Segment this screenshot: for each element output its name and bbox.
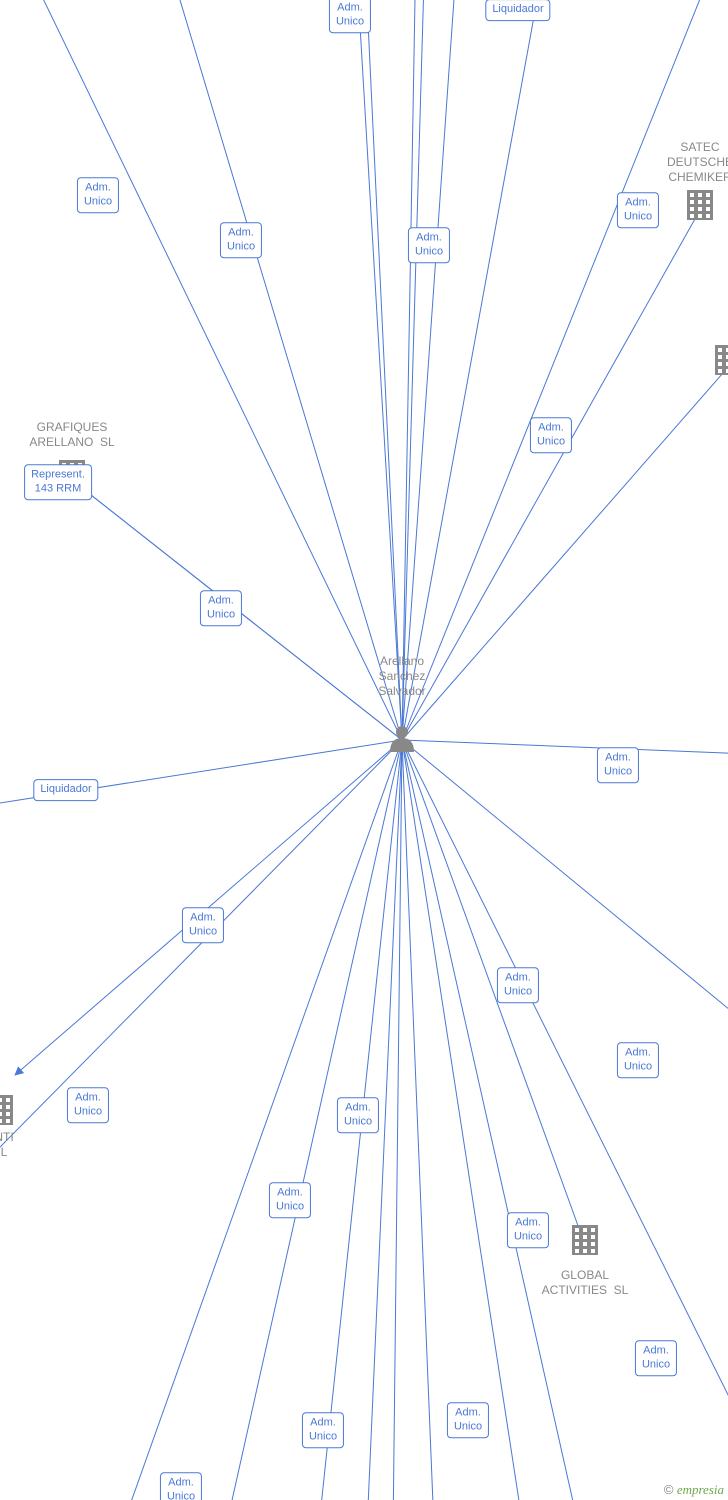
building-icon bbox=[687, 190, 713, 220]
edge bbox=[0, 740, 402, 1380]
edge bbox=[25, 740, 402, 1500]
edge bbox=[72, 480, 402, 740]
edge bbox=[402, 740, 728, 1150]
brand-name: empresia bbox=[677, 1482, 724, 1497]
edge bbox=[402, 740, 445, 1500]
edge bbox=[60, 0, 402, 740]
edge bbox=[402, 740, 728, 1500]
building-icon bbox=[0, 1095, 13, 1125]
edge bbox=[15, 740, 402, 1075]
edge bbox=[402, 740, 728, 760]
copyright-symbol: © bbox=[664, 1482, 674, 1497]
building-icon bbox=[715, 345, 728, 375]
edge bbox=[402, 0, 728, 740]
edge bbox=[0, 0, 402, 740]
edge bbox=[0, 740, 402, 850]
network-diagram: Adm. UnicoRepresent. 143 RRMAdm. UnicoAd… bbox=[0, 0, 728, 1500]
building-icon bbox=[59, 460, 85, 490]
edges-layer bbox=[0, 0, 728, 1500]
edge bbox=[402, 365, 728, 740]
edge bbox=[348, 0, 402, 740]
watermark: © empresia bbox=[664, 1482, 724, 1498]
edge bbox=[402, 740, 640, 1500]
edge bbox=[402, 210, 700, 740]
edge bbox=[165, 740, 402, 1500]
edge bbox=[402, 0, 435, 740]
edge bbox=[402, 0, 610, 740]
building-icon bbox=[572, 1225, 598, 1255]
edge bbox=[390, 740, 402, 1500]
